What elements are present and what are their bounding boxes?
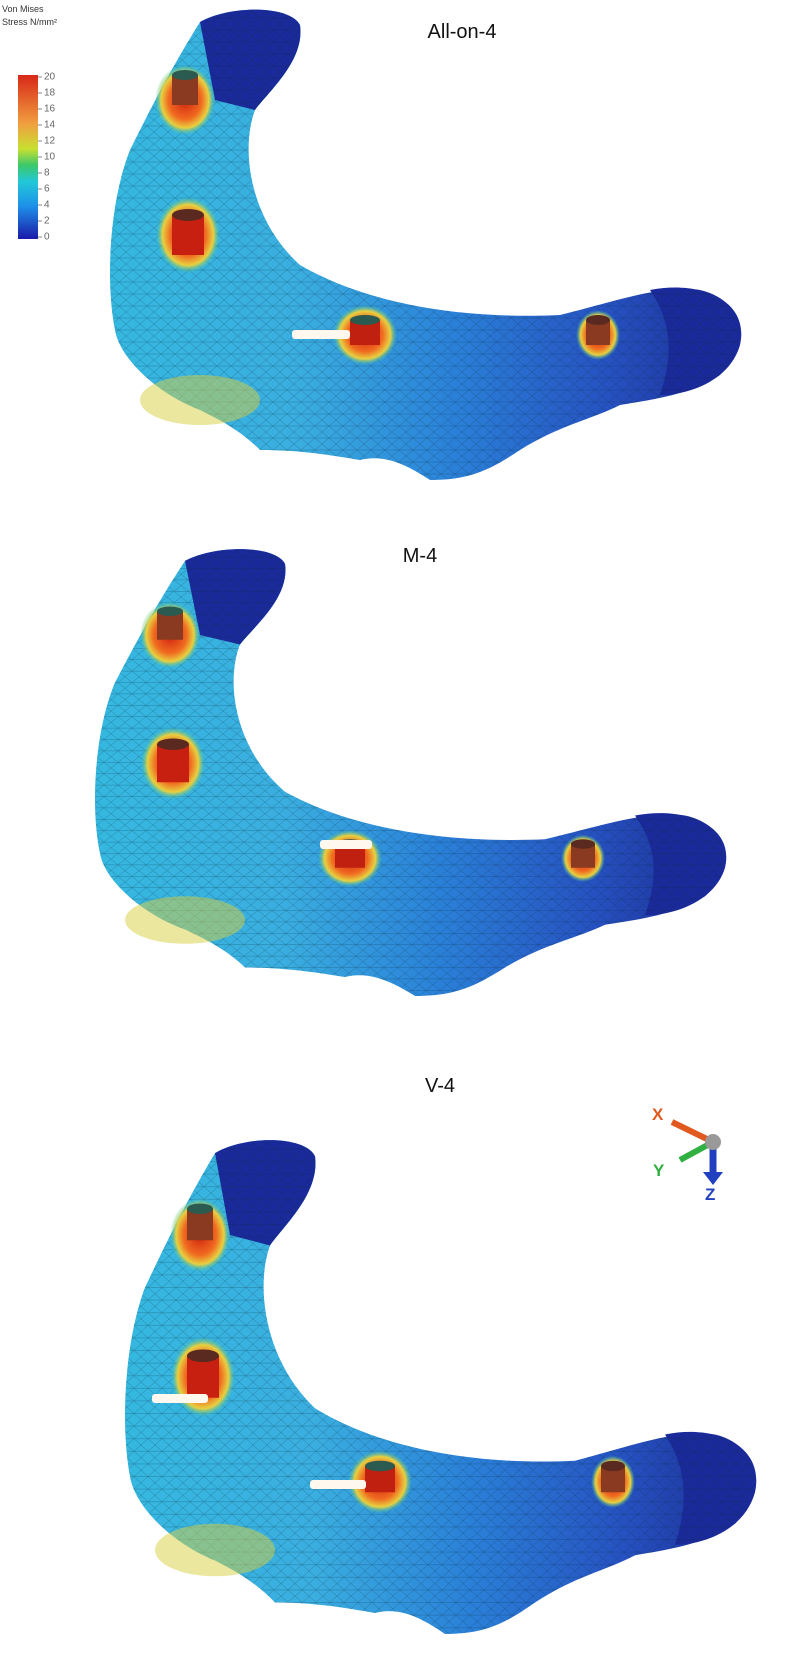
legend-title: Stress N/mm² [2, 17, 57, 27]
panel-title: M-4 [403, 545, 437, 567]
load-marker [320, 840, 372, 849]
panel-title: All-on-4 [428, 21, 497, 43]
colorbar-tick-label: 6 [44, 184, 50, 195]
colorbar-tick-label: 0 [44, 232, 50, 243]
model-all-on-4 [110, 10, 741, 480]
panel-title: V-4 [425, 1075, 455, 1097]
colorbar-tick-label: 12 [44, 136, 56, 147]
model-v-4 [125, 1140, 756, 1634]
axis-triad: X Y Z [652, 1105, 723, 1204]
legend-title: Von Mises [2, 4, 44, 14]
colorbar-tick-label: 4 [44, 200, 50, 211]
colorbar-tick-label: 14 [44, 120, 56, 131]
model-m-4 [95, 549, 726, 996]
load-marker [292, 330, 350, 339]
load-marker [310, 1480, 366, 1489]
colorbar-tick-label: 8 [44, 168, 50, 179]
z-arrow-head [703, 1172, 723, 1185]
colorbar-tick-label: 10 [44, 152, 56, 163]
y-label: Y [653, 1161, 665, 1180]
x-label: X [652, 1105, 664, 1124]
triad-origin [705, 1134, 721, 1150]
colorbar-tick-label: 16 [44, 104, 56, 115]
colorbar [18, 75, 38, 239]
colorbar-tick-label: 2 [44, 216, 50, 227]
figure: All-on-4 M-4 V-4 Von Mises Stress N/mm² … [0, 0, 801, 1661]
colorbar-tick-label: 20 [44, 72, 56, 83]
colorbar-tick-label: 18 [44, 88, 56, 99]
z-label: Z [705, 1185, 715, 1204]
load-marker [152, 1394, 208, 1403]
